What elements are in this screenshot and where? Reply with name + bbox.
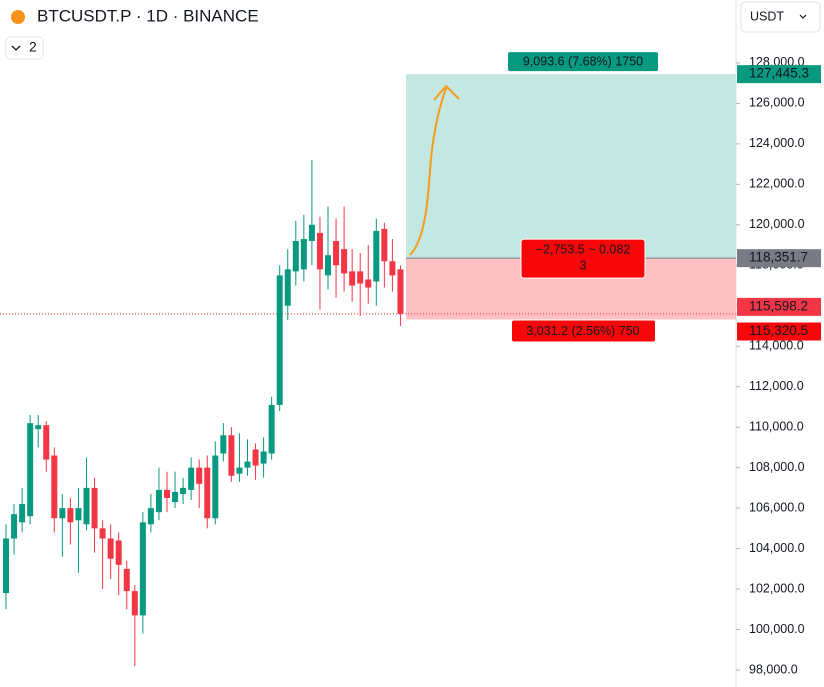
stop-label: 3,031.2 (2.56%) 750	[526, 324, 639, 338]
y-tick-label: 104,000.0	[749, 541, 805, 555]
price-tag	[737, 65, 821, 84]
candle-body	[212, 455, 219, 519]
candle-body	[3, 538, 9, 594]
price-tag-label: 118,351.7	[749, 250, 808, 265]
y-tick-label: 122,000.0	[749, 177, 805, 191]
position-labels: 9,093.6 (7.68%) 1750 −2,753.5 ~ 0.082 3 3,0…	[508, 52, 821, 342]
candle-body	[204, 467, 211, 519]
arrow-head	[433, 84, 460, 101]
indicator-count: 2	[29, 39, 37, 55]
price-tag-label: 115,598.2	[749, 298, 808, 313]
candle-body	[131, 591, 138, 616]
candle-body	[308, 224, 315, 242]
target-label: 9,093.6 (7.68%) 1750	[523, 54, 643, 68]
currency: USDT	[750, 9, 784, 23]
y-tick-label: 110,000.0	[749, 419, 804, 433]
candle-body	[19, 504, 26, 523]
candle-body	[172, 491, 179, 503]
arrow-drawing	[409, 87, 447, 256]
candle-body	[292, 241, 299, 272]
candle-body	[300, 238, 307, 270]
price-tag-label: 127,445.3	[749, 66, 809, 81]
candle-body	[284, 269, 291, 306]
candle-body	[67, 508, 74, 523]
y-tick-label: 126,000.0	[749, 96, 805, 110]
candle-body	[139, 522, 146, 616]
price-tag	[737, 297, 821, 316]
candle-body	[27, 423, 34, 517]
candle-body	[99, 528, 106, 539]
candle-body	[228, 435, 235, 476]
price-tag	[737, 249, 821, 268]
candle-body	[91, 487, 98, 529]
y-tick-label: 124,000.0	[749, 136, 805, 150]
candle-body	[220, 435, 227, 454]
stop-label-box	[512, 320, 655, 342]
y-tick-label: 98,000.0	[749, 662, 798, 676]
candle-body	[11, 514, 18, 539]
candle-body	[381, 228, 388, 262]
summary-line1: −2,753.5 ~ 0.082	[536, 242, 631, 256]
candle-body	[164, 489, 170, 498]
candle-body	[276, 275, 283, 405]
chevron	[799, 14, 807, 19]
plot: 98,000.0 100,000.0 102,000.0 104,000.0 106,0…	[0, 55, 805, 676]
currency-select[interactable]	[740, 1, 821, 33]
candle-body	[333, 241, 340, 266]
chevron	[11, 45, 21, 51]
y-tick-label: 120,000.0	[749, 217, 805, 231]
header: BTCUSDT.P · 1D · BINANCE 2 USDT	[5, 1, 821, 60]
price-tag	[737, 322, 821, 341]
candle-body	[325, 255, 331, 276]
y-tick-label: 112,000.0	[749, 379, 804, 393]
candle-body	[260, 451, 267, 464]
candle-body	[196, 467, 203, 484]
symbol-title: BTCUSDT.P · 1D · BINANCE	[37, 6, 259, 25]
coin-icon	[11, 10, 25, 24]
candle-body	[349, 271, 356, 286]
candle-body	[188, 467, 195, 490]
candle-body	[316, 232, 323, 270]
candle-body	[389, 261, 396, 276]
profit-zone	[406, 74, 736, 259]
candle-body	[83, 487, 90, 525]
y-tick-label: 108,000.0	[749, 460, 805, 474]
candle-body	[397, 269, 404, 314]
candle-body	[51, 455, 58, 519]
y-tick-label: 102,000.0	[749, 581, 805, 595]
candle-body	[107, 538, 114, 559]
candle-body	[115, 540, 122, 565]
indicator-toggle[interactable]	[5, 36, 44, 60]
candle-body	[373, 230, 380, 282]
candle-body	[252, 449, 259, 466]
candle-body	[341, 249, 348, 274]
price-tag-label: 115,320.5	[749, 323, 808, 338]
candle-body	[357, 271, 364, 284]
candle-body	[180, 487, 187, 494]
candle-body	[59, 508, 66, 519]
summary-line2: 3	[580, 258, 587, 272]
candle-body	[268, 404, 275, 454]
y-tick-label: 114,000.0	[749, 339, 804, 353]
y-tick-label: 106,000.0	[749, 500, 805, 514]
candle-body	[244, 461, 251, 468]
target-label-box	[508, 52, 658, 72]
candle-body	[35, 425, 42, 430]
candle-body	[365, 279, 372, 288]
summary-box	[520, 238, 646, 279]
candle-body	[43, 425, 50, 460]
candle-body	[75, 508, 82, 521]
y-tick-label: 100,000.0	[749, 622, 805, 636]
candle-body	[123, 568, 130, 592]
candle-body	[155, 489, 162, 513]
candle-body	[236, 467, 243, 474]
candle-body	[147, 508, 154, 525]
